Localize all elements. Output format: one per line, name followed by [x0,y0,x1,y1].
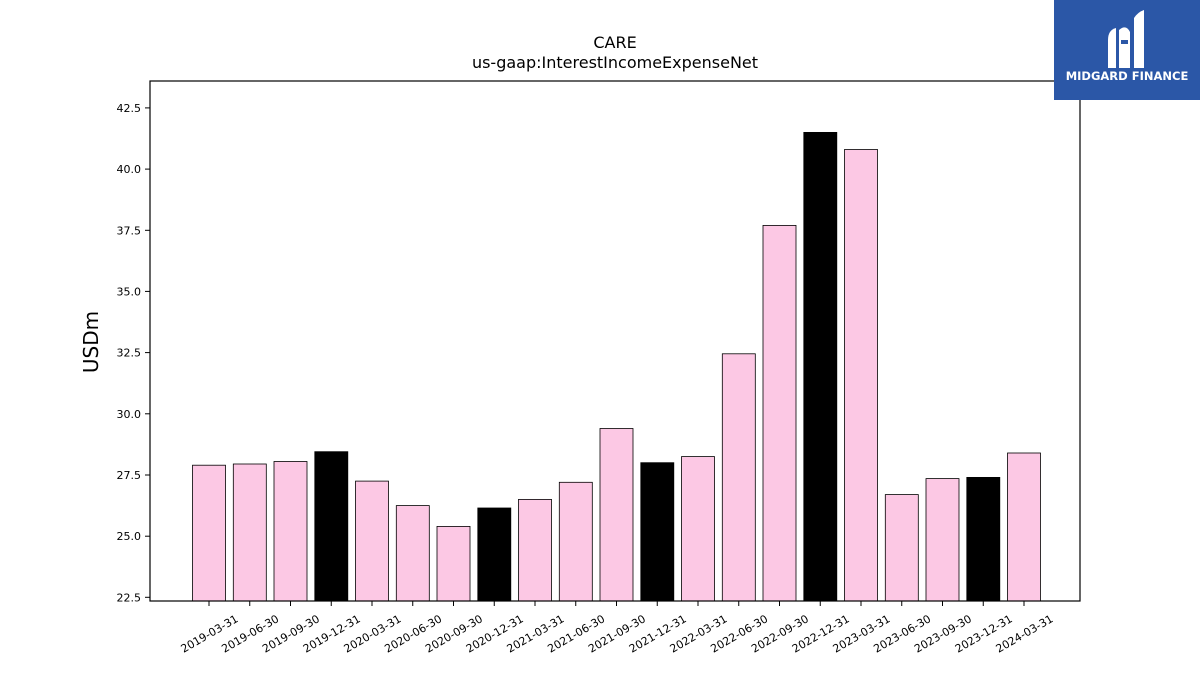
bar-2023-03-31 [844,149,878,602]
bar-2021-12-31 [640,462,675,602]
bar-2021-03-31 [518,498,552,602]
y-tick-label: 22.5 [117,591,142,604]
y-tick-label: 27.5 [117,469,142,482]
bar-2019-03-31 [192,464,226,602]
chart-subtitle: us-gaap:InterestIncomeExpenseNet [472,53,758,72]
y-tick-label: 42.5 [117,102,142,115]
bar-2022-12-31 [803,131,838,602]
bar-2022-03-31 [681,456,715,602]
x-ticks-group: 2019-03-312019-06-302019-09-302019-12-31… [179,601,1056,656]
y-ticks-group: 22.5 25.0 27.5 30.0 32.5 35.0 37.5 40.0 42.5 [117,102,150,604]
y-tick-label: 32.5 [117,347,142,360]
y-tick-label: 30.0 [117,408,142,421]
bar-2020-06-30 [395,505,430,602]
y-tick-label: 37.5 [117,224,142,237]
bar-2022-06-30 [721,353,756,602]
y-tick-label: 40.0 [117,163,142,176]
bar-2020-12-31 [477,507,512,602]
bar-2020-09-30 [436,526,471,602]
bar-2023-12-31 [966,476,1001,602]
logo-text: MIDGARD FINANCE [1065,69,1189,83]
bar-2024-03-31 [1007,452,1041,602]
bar-2022-09-30 [762,224,797,602]
y-tick-label: 35.0 [117,285,142,298]
chart-title: CARE [593,33,636,52]
bars-group [192,131,1041,602]
plot-frame [149,80,1081,602]
y-axis-label: USDm [79,311,103,373]
bar-2019-06-30 [232,463,267,602]
y-tick-label: 25.0 [117,530,142,543]
bar-2019-12-31 [314,451,349,602]
midgard-logo-icon [1108,10,1144,68]
bar-2023-06-30 [884,494,919,602]
bar-2023-09-30 [925,478,960,602]
bar-2020-03-31 [355,480,389,602]
bar-2021-09-30 [599,428,634,602]
bar-2019-09-30 [273,461,308,602]
midgard-logo: MIDGARD FINANCE [1054,0,1200,100]
bar-2021-06-30 [558,481,593,602]
